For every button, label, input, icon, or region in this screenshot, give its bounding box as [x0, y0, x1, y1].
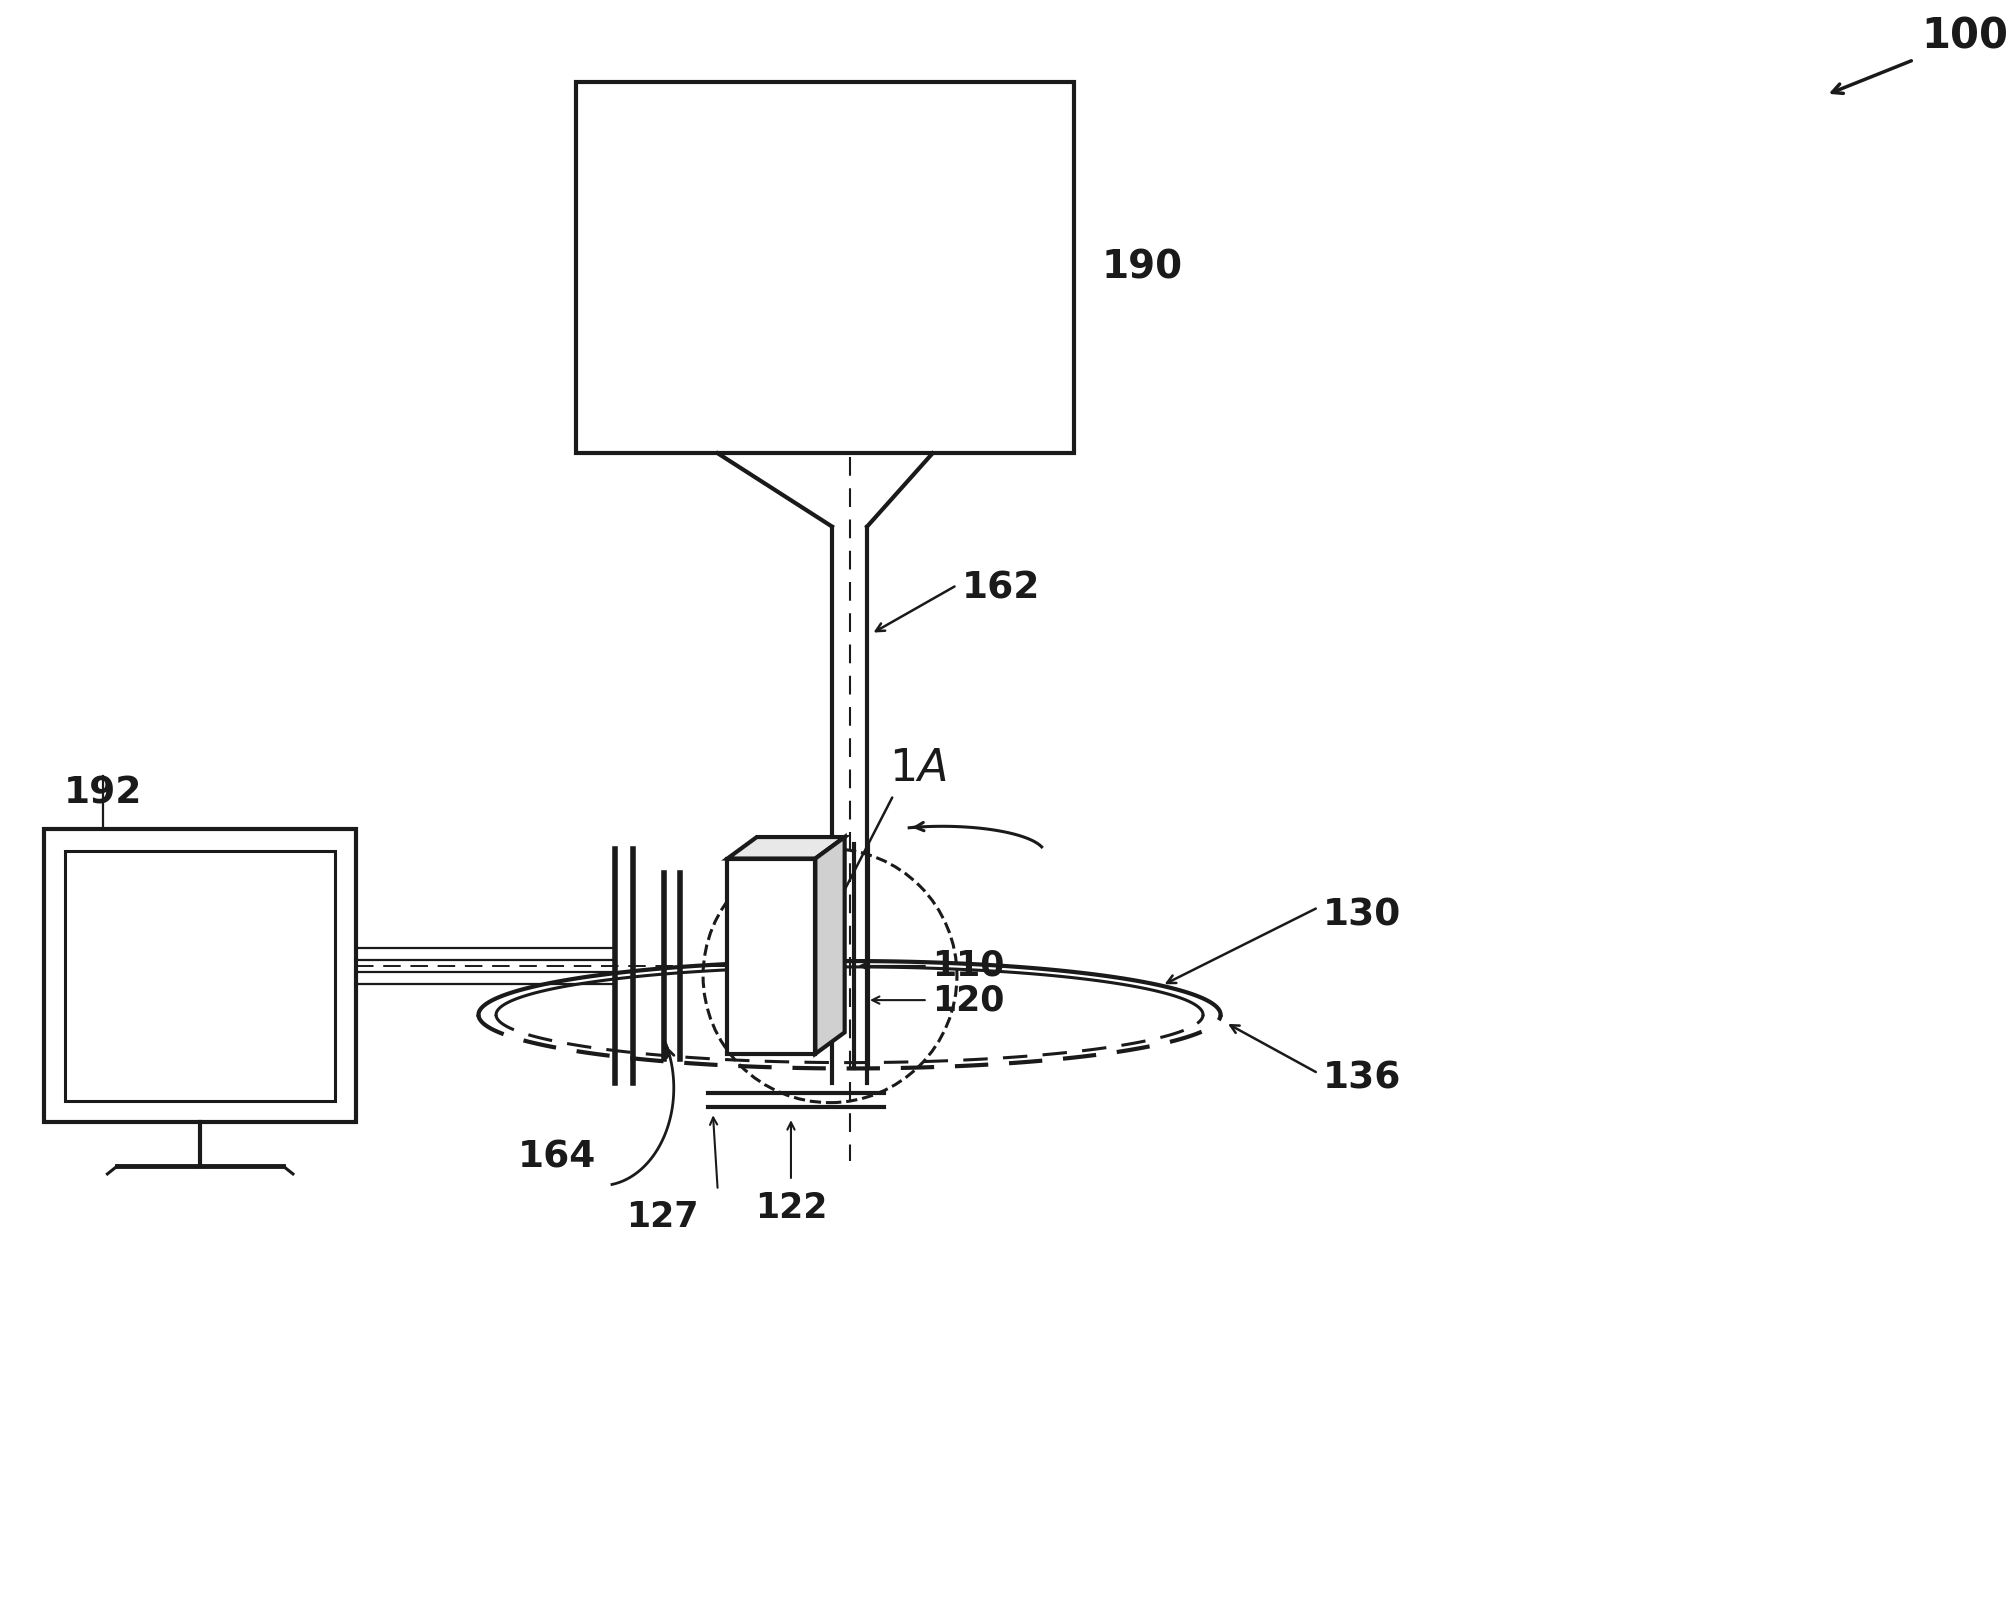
Polygon shape [727, 859, 815, 1054]
Bar [44, 830, 356, 1122]
Bar [576, 83, 1075, 454]
Text: 190: 190 [1101, 248, 1182, 287]
Bar [66, 851, 334, 1101]
Text: 120: 120 [932, 982, 1004, 1016]
Polygon shape [815, 836, 845, 1054]
Text: 192: 192 [62, 775, 141, 812]
Polygon shape [727, 836, 845, 859]
Text: 110: 110 [932, 948, 1004, 982]
Text: 162: 162 [962, 571, 1041, 606]
Text: $\it{1A}$: $\it{1A}$ [888, 747, 946, 789]
Text: 164: 164 [517, 1140, 596, 1175]
Text: 130: 130 [1323, 898, 1401, 934]
Text: 136: 136 [1323, 1060, 1401, 1096]
Text: 122: 122 [755, 1190, 827, 1224]
Text: 100: 100 [1922, 16, 2009, 58]
Text: 127: 127 [626, 1200, 699, 1234]
